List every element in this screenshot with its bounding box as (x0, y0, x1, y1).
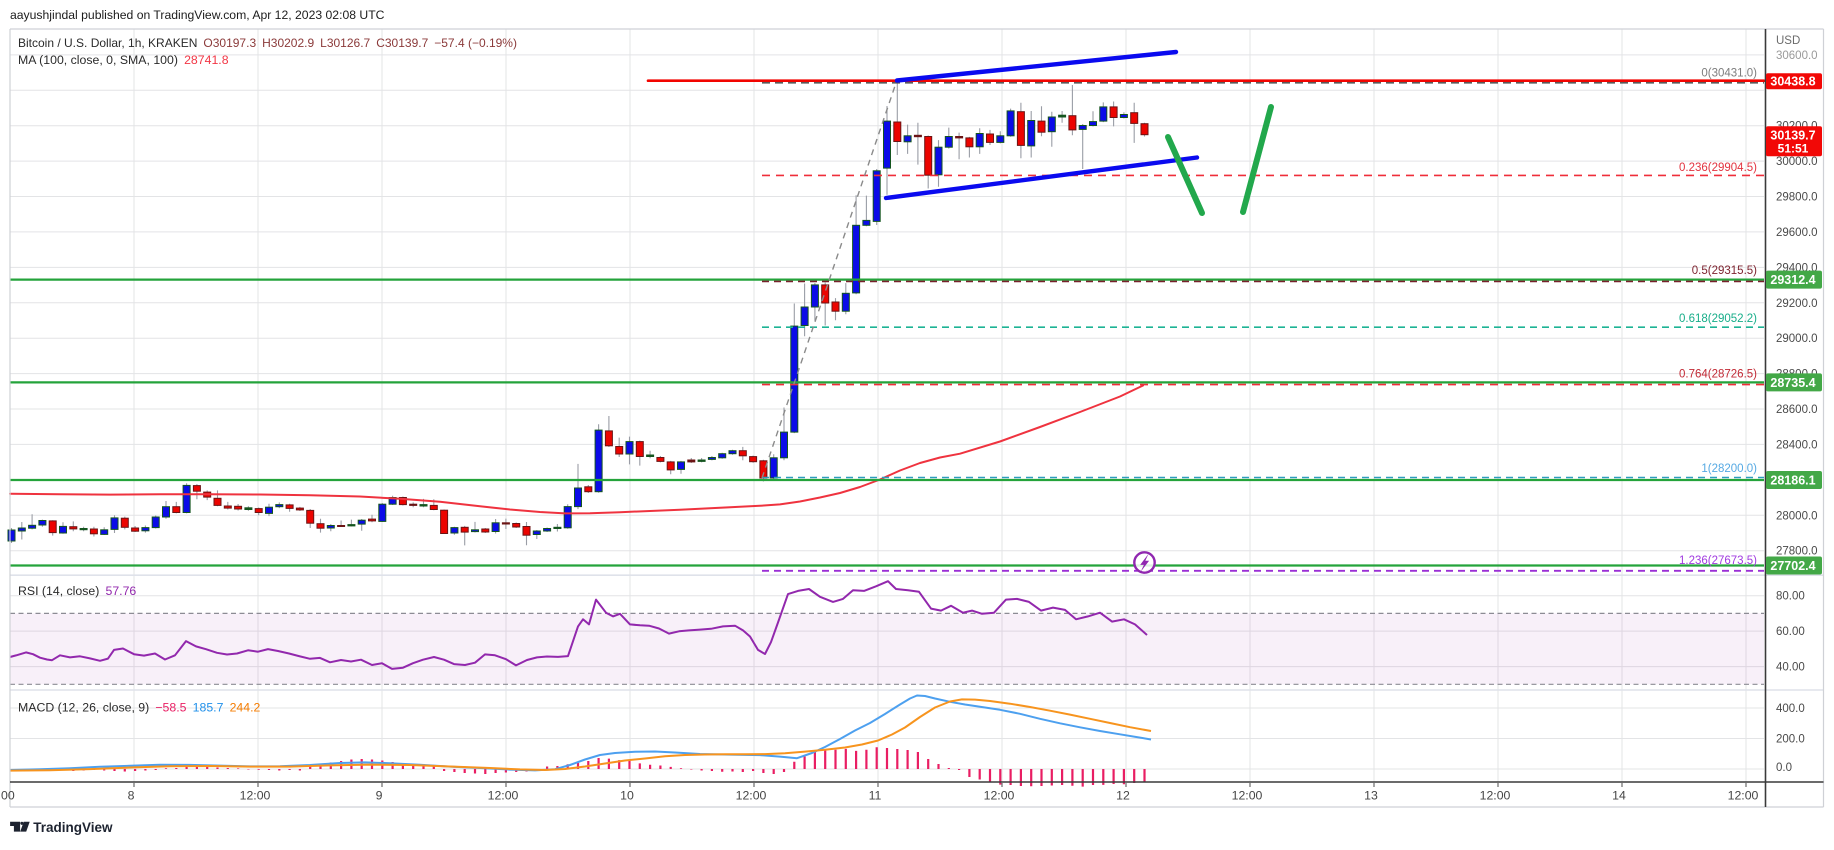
svg-text:14: 14 (1612, 789, 1626, 803)
svg-text:10: 10 (620, 789, 634, 803)
svg-text:30600.0: 30600.0 (1776, 50, 1818, 62)
svg-text:0(30431.0): 0(30431.0) (1701, 68, 1757, 80)
svg-text:28186.1: 28186.1 (1770, 474, 1815, 488)
svg-text:28735.4: 28735.4 (1770, 376, 1815, 390)
svg-text:MACD (12, 26, close, 9) −58.5: MACD (12, 26, close, 9) −58.5 185.7 244.… (18, 701, 261, 715)
svg-text:0.5(29315.5): 0.5(29315.5) (1692, 265, 1757, 277)
svg-text:30139.7: 30139.7 (1770, 128, 1815, 142)
svg-text:51:51: 51:51 (1778, 141, 1809, 155)
svg-text:80.00: 80.00 (1776, 591, 1805, 603)
svg-text:RSI (14, close) 57.76: RSI (14, close) 57.76 (18, 584, 136, 598)
svg-text:29312.4: 29312.4 (1770, 273, 1815, 287)
svg-text:29600.0: 29600.0 (1776, 227, 1818, 239)
svg-text:60.00: 60.00 (1776, 626, 1805, 638)
svg-text:0.618(29052.2): 0.618(29052.2) (1679, 313, 1757, 325)
svg-text:27702.4: 27702.4 (1770, 559, 1815, 573)
svg-text:12:00: 12:00 (1480, 789, 1511, 803)
svg-text:0.0: 0.0 (1776, 762, 1792, 774)
svg-text:12:00: 12:00 (736, 789, 767, 803)
svg-text:1(28200.0): 1(28200.0) (1701, 463, 1757, 475)
svg-text:28000.0: 28000.0 (1776, 510, 1818, 522)
svg-text:0.236(29904.5): 0.236(29904.5) (1679, 162, 1757, 174)
svg-text:40.00: 40.00 (1776, 662, 1805, 674)
svg-text:0.764(28726.5): 0.764(28726.5) (1679, 368, 1757, 380)
svg-text:MA (100, close, 0, SMA, 100) 2: MA (100, close, 0, SMA, 100) 28741.8 (18, 53, 229, 67)
svg-text:30438.8: 30438.8 (1770, 75, 1815, 89)
svg-text:12:00: 12:00 (488, 789, 519, 803)
svg-text:USD: USD (1776, 35, 1800, 47)
svg-text:Bitcoin / U.S. Dollar, 1h, KRA: Bitcoin / U.S. Dollar, 1h, KRAKEN O30197… (18, 36, 517, 50)
svg-text:12:00: 12:00 (984, 789, 1015, 803)
svg-text:1.236(27673.5): 1.236(27673.5) (1679, 555, 1757, 567)
svg-text:28600.0: 28600.0 (1776, 404, 1818, 416)
svg-text:12:00: 12:00 (1728, 789, 1759, 803)
svg-text:aayushjindal published on Trad: aayushjindal published on TradingView.co… (10, 8, 385, 22)
svg-text:400.0: 400.0 (1776, 703, 1805, 715)
svg-text:12:00: 12:00 (240, 789, 271, 803)
svg-text:13: 13 (1364, 789, 1378, 803)
svg-text:00: 00 (1, 789, 15, 803)
svg-text:11: 11 (869, 789, 882, 803)
svg-text:8: 8 (128, 789, 135, 803)
svg-text:12: 12 (1116, 789, 1130, 803)
svg-text:200.0: 200.0 (1776, 734, 1805, 746)
svg-text:27800.0: 27800.0 (1776, 546, 1818, 558)
svg-text:29200.0: 29200.0 (1776, 298, 1818, 310)
svg-text:TradingView: TradingView (33, 820, 113, 835)
svg-text:12:00: 12:00 (1232, 789, 1263, 803)
svg-text:9: 9 (376, 789, 383, 803)
svg-text:29000.0: 29000.0 (1776, 333, 1818, 345)
svg-text:30000.0: 30000.0 (1776, 156, 1818, 168)
svg-text:28400.0: 28400.0 (1776, 439, 1818, 451)
svg-text:29800.0: 29800.0 (1776, 192, 1818, 204)
